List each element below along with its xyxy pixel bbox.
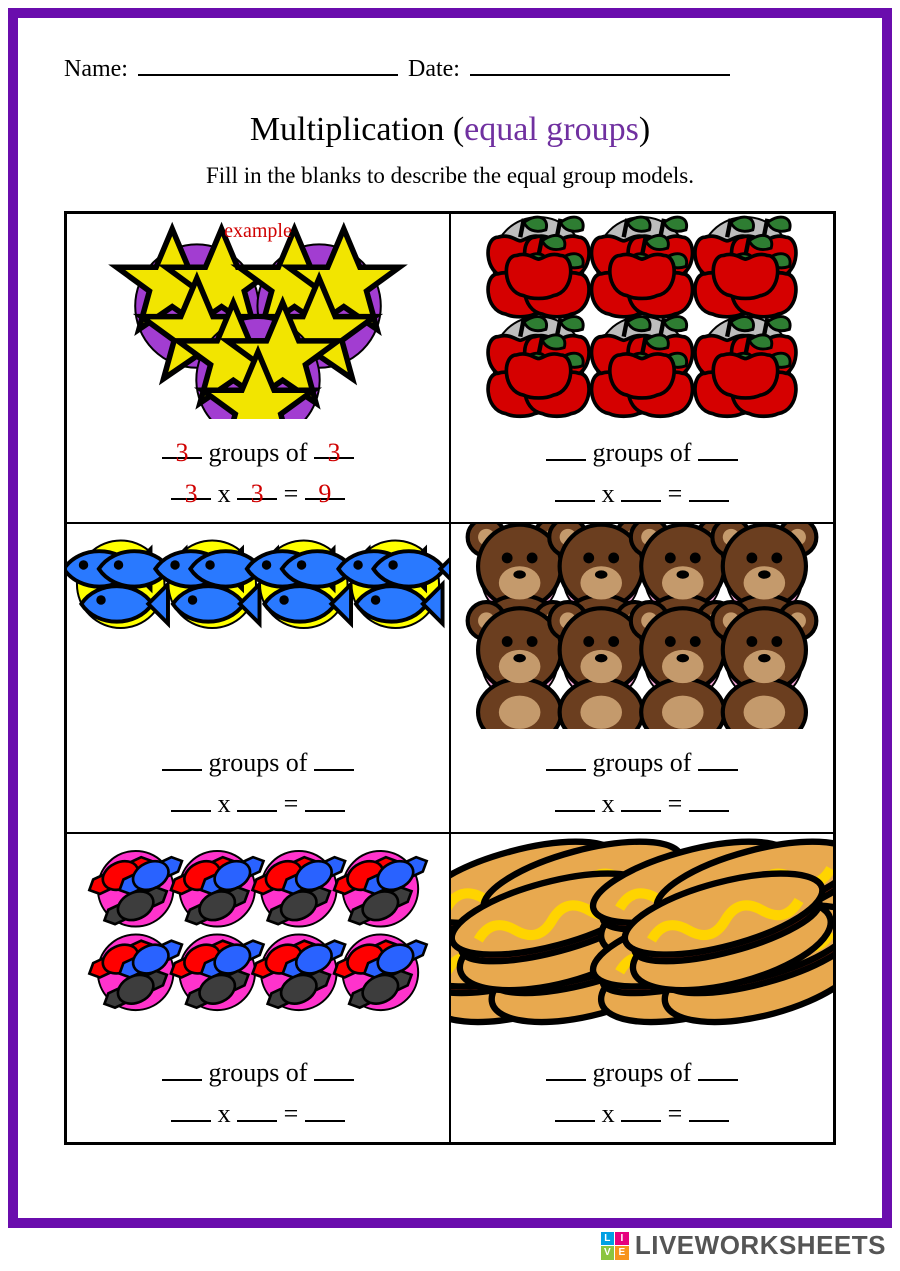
times-text: x <box>595 789 621 818</box>
blank-d[interactable] <box>237 1096 277 1122</box>
groups-of-text: groups of <box>202 438 314 467</box>
blank-d[interactable] <box>237 786 277 812</box>
groups-of-text: groups of <box>586 748 698 777</box>
watermark-logo: LIVE <box>601 1232 629 1260</box>
blank-a[interactable] <box>546 435 586 461</box>
example-label: example <box>67 220 449 243</box>
times-text: x <box>595 1099 621 1128</box>
blank-a[interactable] <box>162 1055 202 1081</box>
art-area <box>451 834 833 1039</box>
blank-d[interactable] <box>621 476 661 502</box>
watermark: LIVE LIVEWORKSHEETS <box>601 1230 886 1261</box>
blank-a[interactable] <box>162 745 202 771</box>
name-blank[interactable] <box>138 54 398 76</box>
times-text: x <box>211 1099 237 1128</box>
watermark-text: LIVEWORKSHEETS <box>635 1230 886 1261</box>
groups-of-text: groups of <box>202 748 314 777</box>
equals-text: = <box>277 789 305 818</box>
blank-b[interactable]: 3 <box>314 433 354 459</box>
title-suffix: ) <box>639 111 650 148</box>
problem-cell-stars: example3 groups of 33 x 3 = 9 <box>66 213 450 523</box>
blank-a[interactable]: 3 <box>162 433 202 459</box>
equation-area: groups of x = <box>67 1053 449 1134</box>
equals-text: = <box>661 1099 689 1128</box>
equals-text: = <box>277 1099 305 1128</box>
equals-text: = <box>661 789 689 818</box>
date-blank[interactable] <box>470 54 730 76</box>
page-title: Multiplication (equal groups) <box>64 111 836 149</box>
blank-e[interactable] <box>689 1096 729 1122</box>
equation-area: groups of x = <box>451 1053 833 1134</box>
problem-cell-apples: groups of x = <box>450 213 834 523</box>
equation-area: groups of x = <box>67 743 449 824</box>
blank-d[interactable] <box>621 1096 661 1122</box>
blank-e[interactable] <box>305 1096 345 1122</box>
blank-e[interactable] <box>689 786 729 812</box>
blank-b[interactable] <box>698 435 738 461</box>
date-label: Date: <box>408 56 460 83</box>
blank-c[interactable] <box>171 1096 211 1122</box>
art-area <box>67 834 449 1039</box>
title-prefix: Multiplication ( <box>250 111 464 148</box>
blank-b[interactable] <box>698 745 738 771</box>
problem-cell-candy: groups of x = <box>66 833 450 1143</box>
problem-cell-hotdogs: groups of x = <box>450 833 834 1143</box>
blank-c[interactable] <box>171 786 211 812</box>
problem-cell-fish: groups of x = <box>66 523 450 833</box>
header-line: Name: Date: <box>64 54 836 83</box>
title-accent: equal groups <box>464 111 639 148</box>
equation-area: groups of x = <box>451 743 833 824</box>
equals-text: = <box>661 479 689 508</box>
blank-b[interactable] <box>698 1055 738 1081</box>
equation-area: 3 groups of 33 x 3 = 9 <box>67 433 449 514</box>
groups-of-text: groups of <box>586 1058 698 1087</box>
blank-e[interactable]: 9 <box>305 474 345 500</box>
blank-a[interactable] <box>546 745 586 771</box>
groups-of-text: groups of <box>202 1058 314 1087</box>
art-area <box>451 214 833 419</box>
groups-of-text: groups of <box>586 438 698 467</box>
problem-cell-bears: groups of x = <box>450 523 834 833</box>
times-text: x <box>211 479 237 508</box>
blank-c[interactable] <box>555 786 595 812</box>
blank-e[interactable] <box>689 476 729 502</box>
times-text: x <box>211 789 237 818</box>
blank-d[interactable]: 3 <box>237 474 277 500</box>
blank-b[interactable] <box>314 1055 354 1081</box>
worksheet-frame: Name: Date: Multiplication (equal groups… <box>8 8 892 1228</box>
blank-a[interactable] <box>546 1055 586 1081</box>
art-area <box>451 524 833 729</box>
blank-c[interactable] <box>555 1096 595 1122</box>
name-label: Name: <box>64 56 128 83</box>
art-area <box>67 524 449 729</box>
equals-text: = <box>277 479 305 508</box>
problem-grid: example3 groups of 33 x 3 = 9 <box>64 211 836 1145</box>
times-text: x <box>595 479 621 508</box>
art-area <box>67 214 449 419</box>
blank-d[interactable] <box>621 786 661 812</box>
blank-b[interactable] <box>314 745 354 771</box>
instructions: Fill in the blanks to describe the equal… <box>64 163 836 189</box>
equation-area: groups of x = <box>451 433 833 514</box>
blank-e[interactable] <box>305 786 345 812</box>
blank-c[interactable] <box>555 476 595 502</box>
blank-c[interactable]: 3 <box>171 474 211 500</box>
